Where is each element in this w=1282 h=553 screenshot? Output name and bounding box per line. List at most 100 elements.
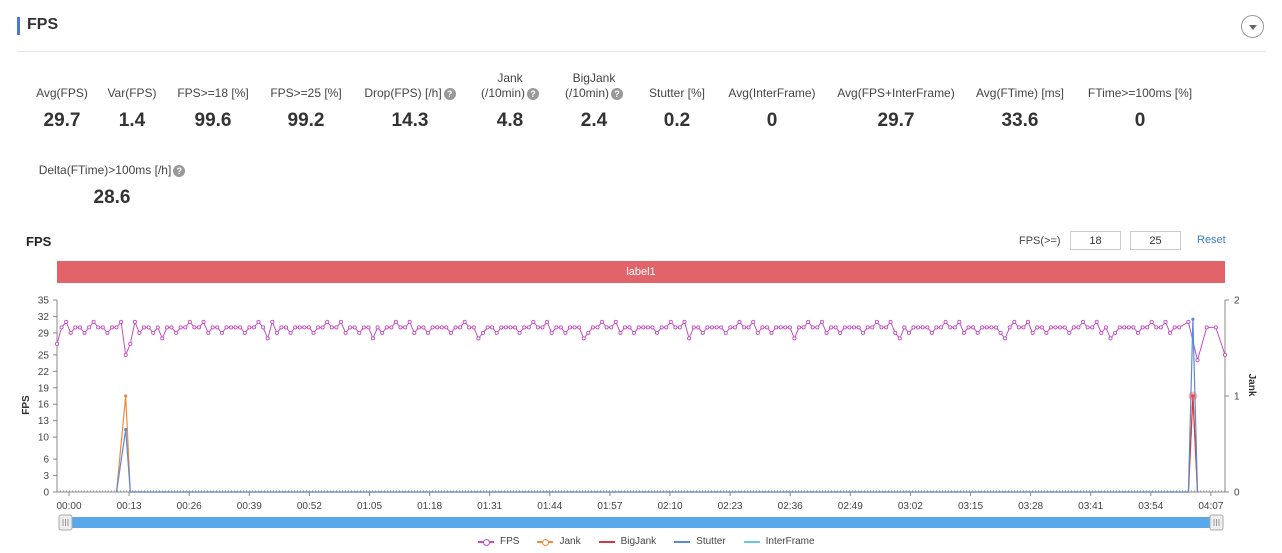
fps-point [348, 325, 353, 330]
fps-point [178, 325, 183, 330]
fps-point [842, 325, 847, 330]
fps-point [590, 325, 595, 330]
fps-point [897, 336, 902, 341]
fps-point [174, 330, 179, 335]
fps-point [535, 325, 540, 330]
fps-point [494, 330, 499, 335]
fps-point [604, 325, 609, 330]
metric-label: FPS>=18 [%] [168, 70, 258, 101]
fps-point [1135, 330, 1141, 335]
fps-point [1048, 325, 1053, 330]
fps-threshold-high-input[interactable] [1130, 231, 1181, 250]
fps-point [471, 325, 476, 330]
fps-point [884, 325, 889, 330]
fps-point [1044, 330, 1049, 335]
fps-point [938, 325, 944, 330]
legend-item-stutter[interactable]: Stutter [674, 536, 726, 547]
fps-point [636, 325, 641, 330]
zoom-slider-track[interactable] [63, 517, 1221, 528]
fps-point [196, 325, 202, 330]
fps-point [870, 325, 875, 330]
fps-point [668, 319, 673, 324]
fps-point [137, 330, 142, 335]
fps-point [792, 336, 797, 341]
x-tick-label: 01:18 [417, 501, 442, 512]
fps-point [352, 325, 357, 330]
fps-point [1071, 325, 1076, 330]
fps-threshold-low-input[interactable] [1070, 231, 1121, 250]
fps-point [934, 325, 939, 330]
metric-item: Avg(FPS+InterFrame) 29.7 [831, 70, 961, 132]
fps-point [201, 319, 206, 324]
legend-item-bigjank[interactable]: BigJank [598, 536, 657, 547]
legend-item-interframe[interactable]: InterFrame [743, 536, 815, 547]
reset-link[interactable]: Reset [1197, 234, 1226, 246]
legend-label: InterFrame [765, 536, 815, 547]
fps-point [247, 325, 252, 330]
legend-item-fps[interactable]: FPS [478, 536, 519, 547]
fps-point [499, 325, 504, 330]
fps-point [361, 325, 366, 330]
fps-point [306, 325, 311, 330]
y-tick-label: 35 [38, 296, 50, 307]
jank-highlight-marker [1188, 391, 1198, 401]
fps-point [943, 319, 948, 324]
fps-point [476, 336, 481, 341]
x-tick-label: 01:05 [357, 501, 382, 512]
x-tick-label: 01:57 [597, 501, 622, 512]
y-tick-label: 19 [38, 383, 50, 394]
help-icon[interactable]: ? [443, 88, 456, 100]
fps-point [293, 325, 298, 330]
fps-point [774, 325, 779, 330]
fps-point [1058, 325, 1063, 330]
label-band[interactable]: label1 [57, 261, 1225, 283]
fps-point [874, 319, 879, 324]
fps-point [206, 330, 211, 335]
fps-point [975, 330, 980, 335]
fps-point [242, 330, 247, 335]
metric-label: FPS>=25 [%] [261, 70, 351, 101]
help-icon[interactable]: ? [527, 88, 539, 100]
fps-point [581, 336, 586, 341]
fps-point [54, 341, 60, 346]
fps-point [732, 325, 737, 330]
metric-item: Avg(InterFrame) 0 [722, 70, 822, 132]
fps-point [256, 319, 261, 324]
fps-point [549, 330, 554, 335]
fps-point [169, 325, 174, 330]
fps-point [719, 325, 724, 330]
fps-point [384, 325, 389, 330]
stutter-point [1191, 317, 1195, 321]
fps-point [91, 319, 96, 324]
y-tick-label: 22 [38, 367, 50, 378]
fps-point [659, 325, 664, 330]
fps-point [815, 325, 820, 330]
fps-point [1085, 325, 1090, 330]
help-icon[interactable]: ? [173, 165, 186, 177]
legend-label: BigJank [620, 536, 657, 547]
fps-point [948, 325, 953, 330]
metric-item: FPS>=25 [%] 99.2 [261, 70, 351, 132]
metric-value: 0.2 [663, 110, 691, 131]
metric-item: Jank (/10min)? 4.8 [475, 70, 545, 132]
fps-point [508, 325, 513, 330]
fps-point [563, 330, 568, 335]
fps-point [888, 319, 893, 324]
fps-point [1140, 325, 1145, 330]
collapse-chevron-icon[interactable] [1241, 15, 1264, 38]
metric-label: Drop(FPS) [/h]? [360, 70, 460, 101]
y-tick-label: 3 [43, 471, 49, 482]
fps-point [380, 330, 385, 335]
fps-point [728, 325, 733, 330]
fps-point [155, 325, 160, 330]
fps-point [503, 325, 508, 330]
help-icon[interactable]: ? [611, 88, 623, 100]
y-tick-label: 10 [38, 433, 50, 444]
fps-point [128, 341, 133, 346]
fps-point [210, 325, 215, 330]
legend-item-jank[interactable]: Jank [537, 536, 581, 547]
fps-point [119, 319, 124, 324]
fps-point [1186, 319, 1191, 324]
fps-point [1108, 336, 1113, 341]
fps-point [105, 330, 110, 335]
